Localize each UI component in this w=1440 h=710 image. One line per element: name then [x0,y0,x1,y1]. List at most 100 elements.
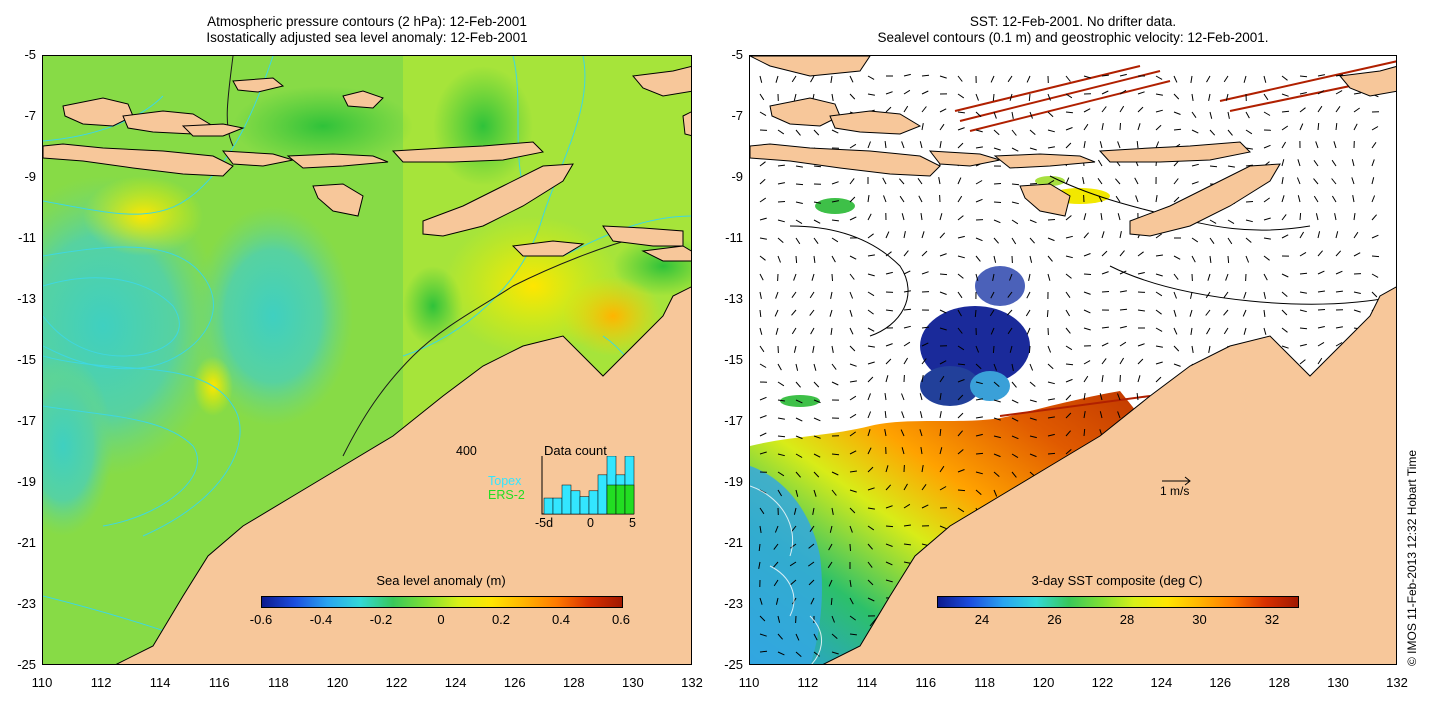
velocity-vector [1281,93,1289,97]
velocity-vector [777,615,781,623]
velocity-vector [957,255,965,259]
velocity-vector [1101,106,1107,113]
velocity-vector [831,471,839,476]
velocity-vector [1101,271,1109,275]
velocity-vector [1065,309,1071,317]
velocity-vector [1029,183,1038,185]
velocity-vector [1207,273,1211,281]
velocity-vector [1245,255,1250,263]
velocity-vector [921,375,924,383]
histogram-bar-topex [570,490,581,515]
velocity-vector [903,73,911,77]
velocity-vector [1137,106,1144,113]
velocity-vector [885,358,892,365]
colorbar-tick: -0.2 [369,612,393,627]
velocity-vector [1134,177,1139,185]
velocity-vector [1083,393,1086,401]
velocity-vector [1317,290,1325,293]
velocity-vector [1208,93,1211,101]
velocity-vector [1137,358,1144,365]
velocity-vector [939,465,945,473]
right-colorbar-title: 3-day SST composite (deg C) [1031,573,1203,588]
velocity-vector [939,75,947,79]
velocity-vector [992,93,995,102]
velocity-vector [808,543,815,549]
velocity-vector [831,129,839,134]
velocity-scale-arrow [1162,476,1191,486]
velocity-vector [957,449,964,455]
velocity-vector [1083,141,1086,149]
left-title-line2: Isostatically adjusted sea level anomaly… [206,30,528,45]
velocity-vector [813,489,817,497]
velocity-vector [957,142,964,149]
velocity-vector [1137,343,1145,347]
velocity-vector [1299,231,1305,239]
velocity-vector [975,363,982,370]
velocity-vector [1029,255,1033,263]
sst-composite-field [750,391,1140,664]
right-map: 1 m/s 3-day SST composite (deg C) 24 26 28… [749,55,1397,665]
histogram-bar-topex [561,484,572,515]
velocity-vector [831,200,839,203]
velocity-vector [939,108,947,113]
velocity-vector [1245,219,1253,223]
velocity-vector [795,399,803,404]
velocity-vector [1317,357,1323,365]
velocity-vector [1155,273,1163,277]
velocity-vector [759,93,765,101]
hist-xtick-2: 5 [629,516,636,530]
velocity-vector [1331,178,1337,185]
right-x-tick: 118 [974,675,995,690]
velocity-vector [1065,327,1071,334]
right-x-tick: 112 [797,675,819,690]
velocity-vector [795,363,799,371]
velocity-vector [1065,255,1073,259]
velocity-vector [1173,111,1181,115]
velocity-vector [813,255,816,263]
velocity-vector [793,273,797,281]
right-y-tick: -23 [724,596,743,611]
velocity-vector [1028,93,1031,102]
velocity-vector [1317,74,1325,77]
velocity-vector [1011,111,1014,119]
velocity-vector [1281,234,1289,239]
velocity-vector [849,93,856,100]
velocity-vector [1371,177,1375,185]
velocity-vector [1223,309,1229,316]
velocity-vector [829,309,833,317]
velocity-vector [1119,250,1125,257]
velocity-vector [1371,214,1377,221]
left-y-tick: -15 [17,352,36,367]
velocity-vector [849,615,856,621]
velocity-vector [903,503,911,509]
velocity-vector [1191,181,1199,185]
velocity-vector [774,525,779,533]
velocity-vector [974,309,977,318]
velocity-vector [1299,309,1307,313]
velocity-vector [1101,123,1104,131]
velocity-vector [957,507,965,513]
velocity-vector [1155,309,1162,315]
velocity-vector [939,360,947,365]
left-title: Atmospheric pressure contours (2 hPa): 1… [42,14,692,46]
velocity-vector [1117,411,1121,419]
velocity-vector [795,219,803,225]
anomaly-yellow [83,176,203,256]
velocity-vector [1225,273,1229,281]
velocity-vector [1047,219,1056,221]
histogram-bar-topex [588,490,599,515]
velocity-vector [921,484,927,491]
right-title-line2: Sealevel contours (0.1 m) and geostrophi… [877,30,1269,45]
velocity-vector [1297,195,1301,203]
velocity-vector [921,231,925,239]
velocity-vector [1026,291,1031,299]
right-y-tick: -21 [724,535,743,550]
velocity-vector [813,363,817,371]
velocity-vector [1353,123,1358,131]
velocity-vector [885,106,892,113]
velocity-vector [1155,254,1163,257]
velocity-vector [975,111,982,118]
right-land-masses [750,56,1396,664]
velocity-vector [795,489,799,497]
velocity-vector [813,201,821,204]
